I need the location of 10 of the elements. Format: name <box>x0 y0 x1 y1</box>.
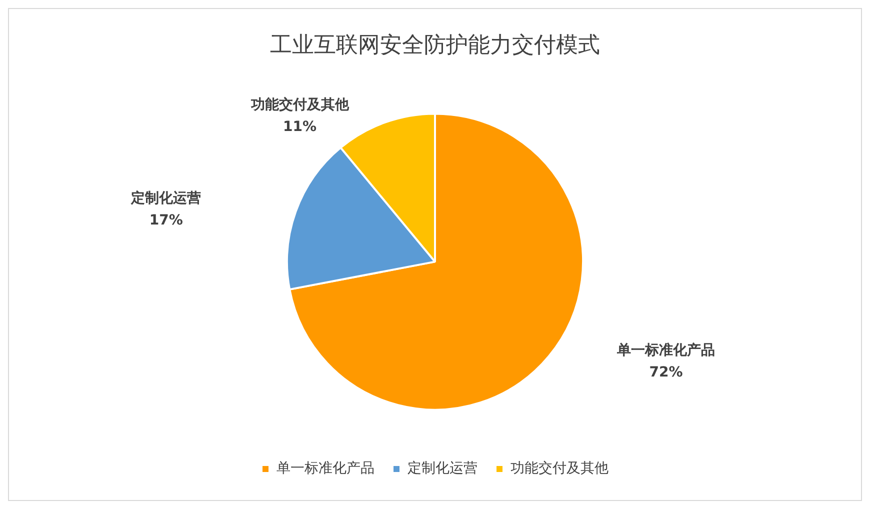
data-label: 11% <box>283 119 317 136</box>
chart-title: 工业互联网安全防护能力交付模式 <box>270 32 600 58</box>
data-label: 72% <box>649 364 683 380</box>
slice-label: 功能交付及其他 <box>250 96 350 114</box>
legend-label: 功能交付及其他 <box>510 460 608 477</box>
slice-label: 定制化运营 <box>130 190 202 207</box>
legend-label: 单一标准化产品 <box>276 460 374 477</box>
legend-label: 定制化运营 <box>408 460 478 477</box>
data-label: 17% <box>149 212 183 229</box>
slice-label: 单一标准化产品 <box>616 341 716 358</box>
